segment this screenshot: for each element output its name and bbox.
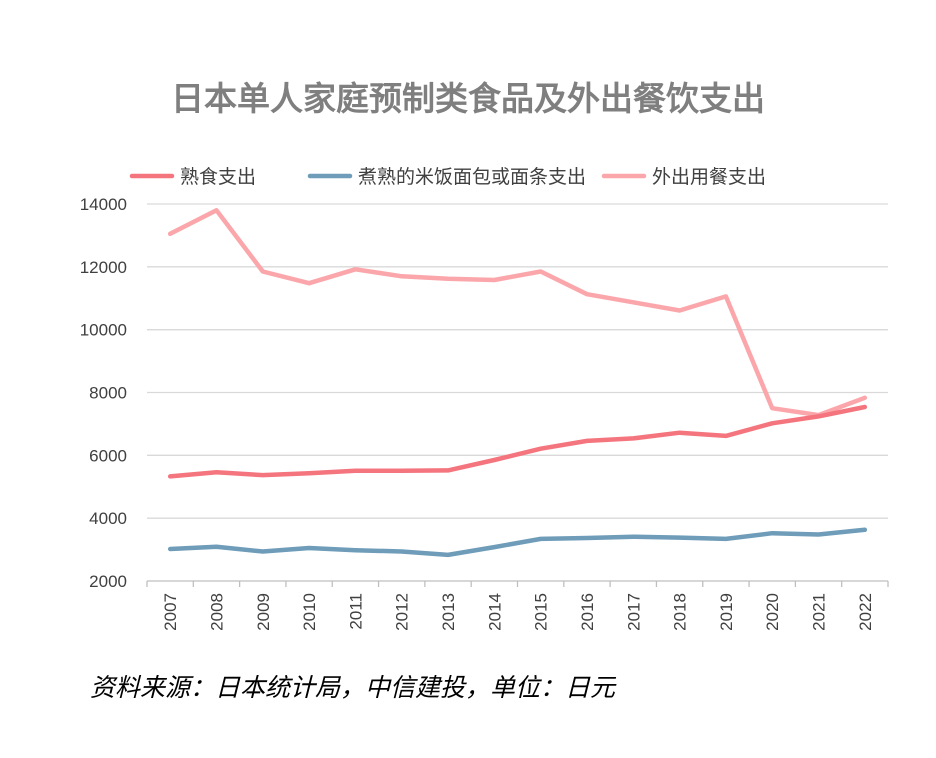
source-note: 资料来源：日本统计局，中信建投，单位：日元	[90, 673, 616, 702]
x-tick-label: 2010	[300, 593, 319, 631]
legend-label-0: 熟食支出	[180, 166, 256, 188]
y-tick-label: 4000	[89, 509, 127, 528]
x-tick-label: 2020	[763, 593, 782, 631]
x-tick-label: 2019	[717, 593, 736, 631]
y-tick-label: 2000	[89, 572, 127, 591]
x-tick-label: 2011	[346, 593, 365, 630]
series-line-0	[167, 404, 868, 479]
x-tick-label: 2013	[439, 593, 458, 631]
x-tick-label: 2016	[578, 593, 597, 631]
series-line-2	[167, 208, 868, 418]
legend-label-2: 外出用餐支出	[652, 166, 766, 188]
chart-title: 日本单人家庭预制类食品及外出餐饮支出	[171, 79, 765, 118]
x-tick-label: 2018	[671, 593, 690, 631]
legend-label-1: 煮熟的米饭面包或面条支出	[358, 166, 586, 188]
series-lines	[167, 208, 868, 558]
y-tick-label: 12000	[80, 258, 127, 277]
y-tick-label: 8000	[89, 384, 127, 403]
x-tick-label: 2008	[207, 593, 226, 631]
series-line-1	[167, 527, 868, 558]
x-tick-label: 2014	[485, 593, 504, 631]
legend: 熟食支出 煮熟的米饭面包或面条支出 外出用餐支出	[129, 166, 766, 188]
y-tick-label: 6000	[89, 446, 127, 465]
x-tick-label: 2007	[161, 593, 180, 631]
x-tick-label: 2009	[254, 593, 273, 631]
axes: 2000 4000 6000 8000 10000 12000 14000 2007 2008 2…	[80, 195, 889, 631]
x-tick-label: 2021	[810, 593, 829, 631]
x-tick-label: 2022	[856, 593, 875, 631]
x-tick-label: 2012	[393, 593, 412, 631]
x-tick-label: 2015	[532, 593, 551, 631]
y-tick-label: 10000	[80, 321, 127, 340]
y-tick-label: 14000	[80, 195, 127, 214]
x-tick-label: 2017	[624, 593, 643, 631]
grid-lines	[147, 203, 888, 519]
